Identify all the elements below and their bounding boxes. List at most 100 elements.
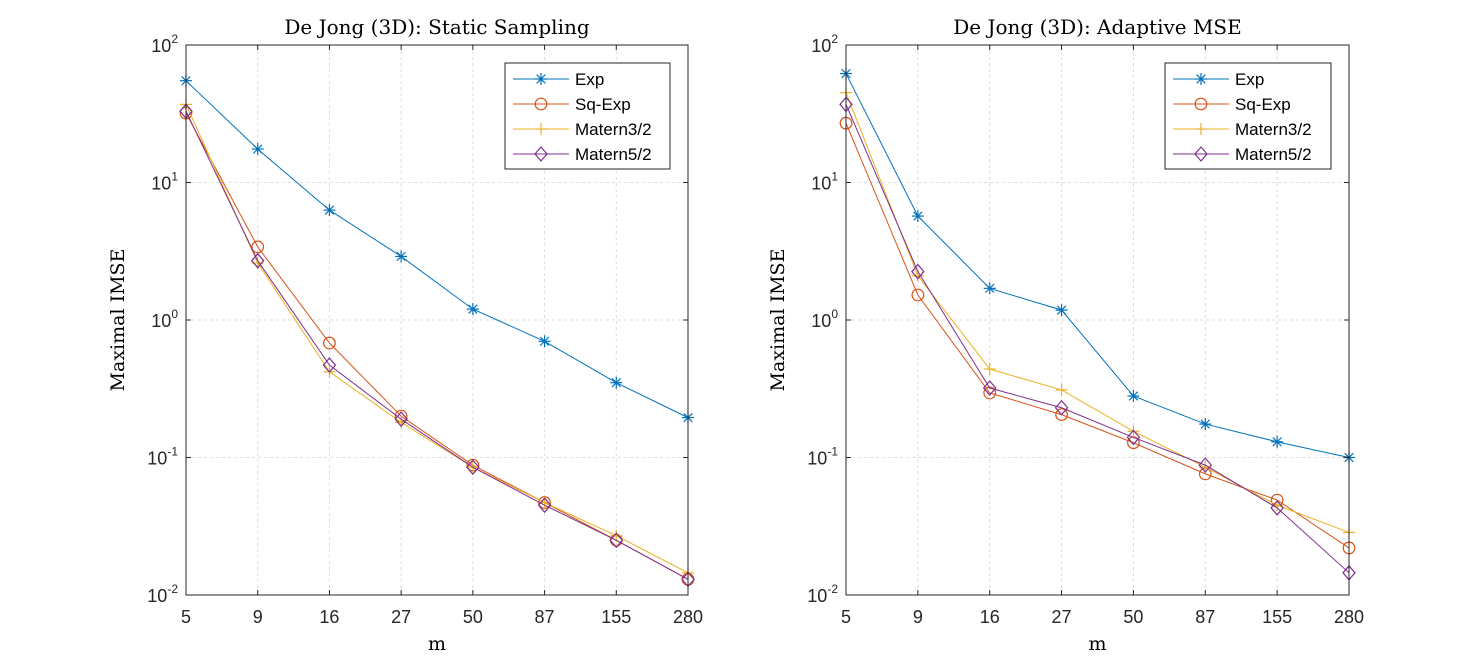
x-tick-label: 27	[1052, 607, 1072, 627]
x-tick-label: 50	[463, 607, 483, 627]
series-line	[185, 80, 689, 419]
legend-label: Matern3/2	[1235, 120, 1312, 139]
data-point	[250, 252, 265, 269]
legend-label: Exp	[1235, 70, 1264, 89]
legend-entry: Matern3/2	[1173, 120, 1312, 139]
data-point	[322, 357, 337, 374]
legend-entry: Matern5/2	[513, 145, 652, 164]
series-line	[845, 104, 1350, 574]
ticks: 5 9 16 27 50 87 155 280 102 101 100 10-1 10-2	[147, 32, 703, 627]
legend-label: Matern5/2	[1235, 145, 1312, 164]
data-point	[1055, 304, 1068, 317]
data-point	[911, 288, 925, 302]
legend-box	[1164, 62, 1332, 170]
data-point	[911, 210, 924, 223]
y-tick-label: 10-1	[147, 445, 178, 469]
data-point	[537, 497, 552, 514]
y-tick-label: 101	[811, 170, 838, 194]
x-tick-label: 87	[535, 607, 555, 627]
data-point	[394, 411, 408, 428]
x-tick-label: 16	[319, 607, 339, 627]
x-tick-label: 27	[391, 607, 411, 627]
x-tick-label: 5	[181, 607, 191, 627]
data-point	[1271, 435, 1284, 448]
y-tick-label: 100	[151, 307, 178, 331]
data-point	[983, 282, 996, 295]
legend-label: Sq-Exp	[575, 95, 631, 114]
data-point	[251, 143, 264, 156]
x-tick-label: 155	[1262, 607, 1292, 627]
series-line	[185, 110, 689, 580]
data-point	[610, 529, 623, 542]
chart-title: De Jong (3D): Static Sampling	[284, 15, 590, 39]
data-point	[251, 240, 265, 254]
series-matern5-2	[839, 96, 1356, 581]
y-tick-label: 100	[811, 307, 838, 331]
legend-marker	[1194, 146, 1208, 162]
y-tick-label: 10-2	[147, 582, 178, 606]
data-point	[1054, 399, 1069, 416]
data-point	[1126, 429, 1141, 446]
legend-marker	[534, 146, 548, 162]
x-tick-label: 280	[1334, 607, 1364, 627]
legend-marker	[535, 73, 547, 85]
chart-panel-1: 5 9 16 27 50 87 155 280 102 101 100 10-1 10-2 De Jong…	[107, 15, 703, 655]
data-point	[466, 303, 479, 316]
chart-panel-2: 5 9 16 27 50 87 155 280 102 101 100 10-1 10-2 De Jong…	[767, 15, 1364, 655]
data-point	[1127, 390, 1140, 403]
legend-marker	[534, 97, 548, 111]
x-axis-label: m	[428, 633, 446, 655]
data-point	[395, 250, 408, 263]
data-point	[609, 532, 624, 549]
series-line	[185, 104, 689, 574]
data-point	[1198, 457, 1213, 474]
y-axis-label: Maximal IMSE	[107, 249, 129, 392]
series-line	[845, 122, 1350, 549]
y-tick-label: 101	[151, 170, 178, 194]
legend-marker	[535, 123, 547, 135]
data-point	[1055, 408, 1068, 422]
x-tick-label: 16	[980, 607, 1000, 627]
legend-entry: Sq-Exp	[1173, 95, 1291, 114]
data-point	[1055, 383, 1068, 396]
legend-label: Sq-Exp	[1235, 95, 1291, 114]
data-point	[538, 335, 551, 348]
y-tick-label: 102	[151, 32, 178, 56]
legend-marker	[1195, 73, 1207, 85]
data-point	[466, 459, 480, 476]
data-point	[323, 204, 336, 217]
legend-entry: Matern3/2	[513, 120, 652, 139]
data-point	[982, 380, 997, 396]
legend-entry: Sq-Exp	[513, 95, 631, 114]
legend-label: Exp	[575, 70, 604, 89]
ticks: 5 9 16 27 50 87 155 280 102 101 100 10-1 10-2	[807, 32, 1364, 627]
x-tick-label: 280	[673, 607, 703, 627]
data-point	[911, 263, 925, 280]
data-point	[1127, 425, 1140, 438]
legend-label: Matern3/2	[575, 120, 652, 139]
legend-entry: Exp	[513, 70, 604, 89]
x-tick-label: 9	[253, 607, 263, 627]
data-point	[1199, 418, 1212, 431]
y-tick-label: 10-1	[807, 445, 838, 469]
x-tick-label: 50	[1123, 607, 1143, 627]
data-point	[983, 363, 996, 376]
series-line	[845, 73, 1350, 458]
legend: Exp Sq-Exp Matern3/2 Matern5/2	[504, 62, 671, 170]
y-axis-label: Maximal IMSE	[767, 249, 789, 392]
x-tick-label: 9	[913, 607, 923, 627]
legend-marker	[1194, 97, 1208, 111]
data-point	[610, 376, 623, 389]
y-tick-label: 102	[811, 32, 838, 56]
x-axis-label: m	[1088, 633, 1106, 655]
chart-title: De Jong (3D): Adaptive MSE	[953, 15, 1241, 39]
data-point	[323, 336, 336, 350]
x-tick-label: 5	[841, 607, 851, 627]
legend-marker	[1195, 123, 1207, 135]
data-point	[1270, 499, 1284, 516]
x-tick-label: 87	[1195, 607, 1215, 627]
legend-entry: Matern5/2	[1173, 145, 1312, 164]
legend-entry: Exp	[1173, 70, 1264, 89]
y-tick-label: 10-2	[807, 582, 838, 606]
